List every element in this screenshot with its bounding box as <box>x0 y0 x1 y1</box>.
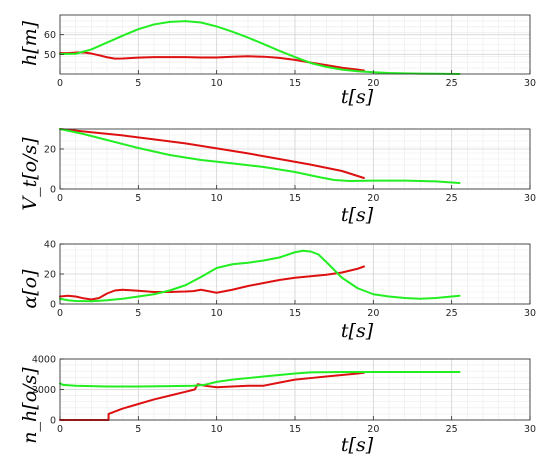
x-axis-label: t[s] <box>341 204 374 226</box>
y-tick-label: 20 <box>44 270 56 281</box>
panel-1: 0 5 10 15 20 25 30 50 60h[m] t[s] <box>19 14 536 108</box>
x-axis-label: t[s] <box>341 86 374 108</box>
red-series-line <box>59 128 365 179</box>
x-tick-label: 5 <box>135 78 141 89</box>
green-series-line <box>59 128 461 184</box>
y-tick-label: 0 <box>50 416 56 427</box>
x-tick-label: 20 <box>367 193 379 204</box>
y-tick-label: 40 <box>44 240 56 251</box>
x-axis-label: t[s] <box>341 434 374 456</box>
y-axis-label: V_t[o/s] <box>19 137 41 211</box>
x-tick-label: 25 <box>446 308 458 319</box>
panel-3: 0 5 10 15 20 25 30 0 20 40 α[o] t[s] <box>19 240 536 343</box>
x-tick-label: 30 <box>524 308 536 319</box>
x-tick-label: 0 <box>57 424 63 435</box>
x-axis-label: t[s] <box>341 320 374 342</box>
x-tick-label: 30 <box>524 193 536 204</box>
x-tick-label: 20 <box>367 78 379 89</box>
x-tick-label: 15 <box>289 193 301 204</box>
x-tick-label: 25 <box>446 193 458 204</box>
x-tick-label: 10 <box>211 424 223 435</box>
y-axis-label: n_h[o/s] <box>19 367 41 444</box>
y-tick-label: 60 <box>44 30 56 41</box>
red-series-line <box>59 371 365 421</box>
x-tick-label: 10 <box>211 308 223 319</box>
red-series-line <box>59 265 365 301</box>
x-tick-label: 10 <box>211 193 223 204</box>
y-axis-label: h[m] <box>19 20 41 66</box>
x-tick-label: 25 <box>446 78 458 89</box>
y-tick-label: 50 <box>44 50 56 61</box>
y-tick-label: 0 <box>50 185 56 196</box>
x-tick-label: 30 <box>524 78 536 89</box>
x-tick-label: 0 <box>57 308 63 319</box>
x-tick-label: 30 <box>524 424 536 435</box>
x-tick-label: 5 <box>135 193 141 204</box>
x-tick-label: 20 <box>367 308 379 319</box>
y-tick-label: 0 <box>50 300 56 311</box>
y-axis-label: α[o] <box>19 269 41 309</box>
x-tick-label: 0 <box>57 78 63 89</box>
y-tick-label: 4000 <box>32 355 56 366</box>
green-series-line <box>59 249 461 303</box>
x-tick-label: 15 <box>289 78 301 89</box>
y-tick-label: 2000 <box>32 385 56 396</box>
x-tick-label: 5 <box>135 308 141 319</box>
green-series-line <box>59 370 461 388</box>
x-tick-label: 0 <box>57 193 63 204</box>
x-tick-label: 25 <box>446 424 458 435</box>
y-tick-label: 20 <box>44 145 56 156</box>
x-tick-label: 20 <box>367 424 379 435</box>
green-series-line <box>59 20 461 75</box>
x-tick-label: 10 <box>211 78 223 89</box>
x-tick-label: 15 <box>289 424 301 435</box>
x-tick-label: 5 <box>135 424 141 435</box>
x-tick-label: 15 <box>289 308 301 319</box>
